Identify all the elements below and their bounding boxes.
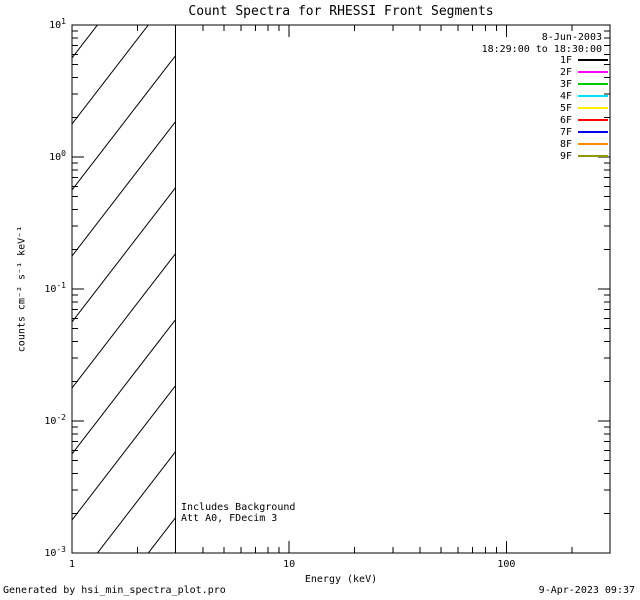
annotation-attenuator-state: Att A0, FDecim 3 [181, 513, 278, 524]
plot-title: Count Spectra for RHESSI Front Segments [188, 4, 494, 19]
y-tick-label: 10-1 [44, 281, 66, 295]
legend-date: 8-Jun-2003 [541, 32, 602, 43]
legend-time-range: 18:29:00 to 18:30:00 [481, 44, 602, 55]
plot-box [71, 24, 611, 554]
y-tick-label: 10-3 [44, 545, 66, 559]
footer-generated-by: Generated by hsi_min_spectra_plot.pro [3, 585, 226, 596]
y-tick-label: 101 [49, 17, 66, 31]
hatched-region [72, 25, 176, 553]
legend-entry-label: 1F [560, 55, 572, 66]
y-axis-label: counts cm⁻² s⁻¹ keV⁻¹ [16, 225, 28, 353]
legend-entry-label: 2F [560, 67, 572, 78]
x-axis-label: Energy (keV) [304, 574, 378, 585]
legend-entry-label: 3F [560, 79, 572, 90]
legend-entry-label: 8F [560, 139, 572, 150]
legend-entry-label: 4F [560, 91, 572, 102]
tick-labels: 1 10 100 10-3 10-2 10-1 100 101 [44, 17, 515, 570]
legend-entry-label: 6F [560, 115, 572, 126]
footer-datetime: 9-Apr-2023 09:37 [538, 585, 635, 596]
x-tick-label: 10 [283, 559, 295, 570]
axis-ticks [71, 24, 610, 554]
y-tick-label: 10-2 [44, 413, 66, 427]
legend-entry-label: 5F [560, 103, 572, 114]
annotation-includes-background: Includes Background [181, 502, 296, 513]
x-tick-label: 100 [497, 559, 515, 570]
y-tick-label: 100 [49, 149, 66, 163]
legend-entry-label: 9F [560, 151, 572, 162]
legend-entry-label: 7F [560, 127, 572, 138]
x-tick-label: 1 [69, 559, 75, 570]
